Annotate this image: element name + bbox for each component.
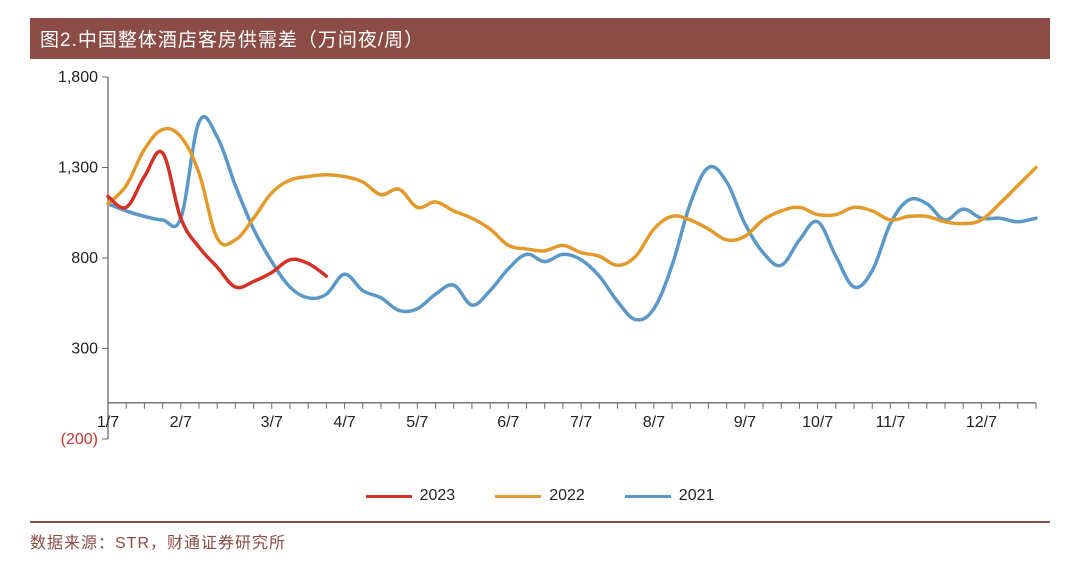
series-2023 [108,151,326,287]
svg-text:6/7: 6/7 [497,414,519,431]
chart-title: 图2.中国整体酒店客房供需差（万间夜/周） [30,18,1050,59]
chart-area: (200) 300 800 1,300 1,800 1/7 2/7 3/7 4/7 5/7 6/7 7… [30,63,1050,493]
legend-swatch [366,495,412,498]
svg-text:2/7: 2/7 [170,414,192,431]
svg-text:9/7: 9/7 [734,414,756,431]
svg-text:5/7: 5/7 [406,414,428,431]
svg-text:4/7: 4/7 [333,414,355,431]
svg-text:1,300: 1,300 [58,160,98,177]
footer-rule [30,521,1050,523]
legend-swatch [625,495,671,498]
series-2022 [108,129,1036,266]
data-source: 数据来源：STR，财通证券研究所 [30,529,1050,553]
svg-text:300: 300 [71,341,98,358]
svg-text:800: 800 [71,250,98,267]
line-chart: (200) 300 800 1,300 1,800 1/7 2/7 3/7 4/7 5/7 6/7 7… [30,63,1050,483]
legend-swatch [495,495,541,498]
svg-text:3/7: 3/7 [261,414,283,431]
svg-text:11/7: 11/7 [875,414,905,431]
svg-text:1/7: 1/7 [97,414,119,431]
svg-text:12/7: 12/7 [966,414,997,431]
svg-text:(200): (200) [61,431,98,448]
svg-text:1,800: 1,800 [58,69,98,86]
svg-text:10/7: 10/7 [802,414,833,431]
svg-text:7/7: 7/7 [570,414,592,431]
svg-text:8/7: 8/7 [643,414,665,431]
